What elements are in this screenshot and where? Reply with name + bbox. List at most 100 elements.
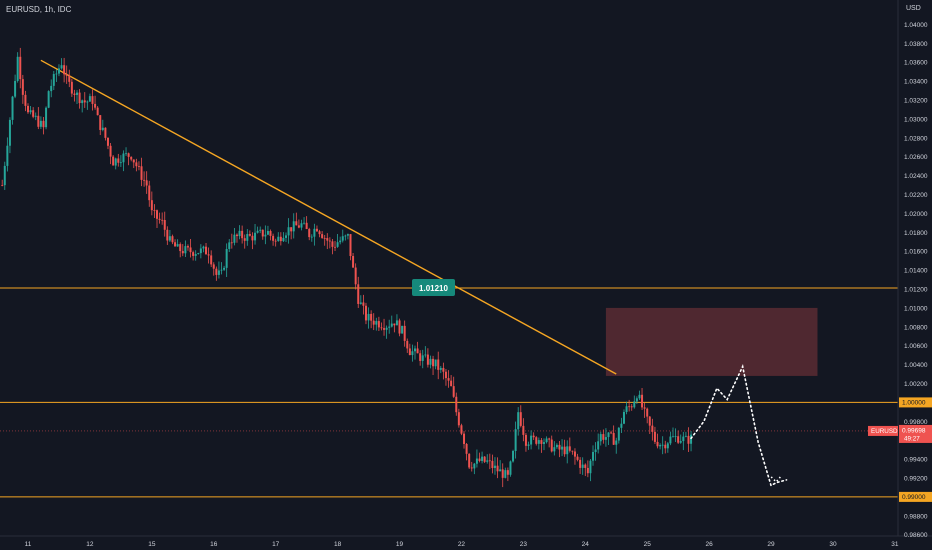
candle-bullish	[473, 463, 476, 469]
candle-bearish	[73, 93, 76, 95]
candle-bullish	[388, 326, 391, 328]
candle-bullish	[499, 469, 502, 472]
candle-bearish	[171, 236, 174, 243]
candle-bearish	[398, 320, 401, 334]
candle-bearish	[269, 231, 272, 236]
candle-bearish	[403, 325, 406, 341]
candle-bullish	[223, 267, 226, 270]
candle-bullish	[635, 398, 638, 402]
candle-bearish	[150, 200, 153, 211]
candle-bullish	[589, 460, 592, 474]
candle-bullish	[509, 461, 512, 475]
candle-bearish	[641, 394, 644, 408]
candle-bullish	[545, 438, 548, 443]
candle-bearish	[457, 412, 460, 426]
candle-bearish	[156, 210, 158, 219]
price-tick-label: 1.01800	[904, 230, 928, 237]
trendline[interactable]	[40, 59, 617, 375]
candle-bullish	[424, 354, 427, 356]
candle-bullish	[282, 237, 285, 242]
time-tick-label: 24	[582, 541, 590, 548]
candle-bearish	[70, 81, 73, 94]
candle-bullish	[225, 248, 228, 268]
candle-bearish	[478, 458, 481, 461]
candle-bullish	[669, 436, 672, 444]
candle-bullish	[194, 254, 197, 256]
candle-bullish	[217, 270, 220, 275]
candle-bearish	[612, 432, 615, 445]
candle-bullish	[517, 412, 520, 430]
candle-bearish	[161, 219, 164, 221]
candle-bullish	[310, 236, 313, 238]
candle-bearish	[648, 416, 651, 426]
candle-bullish	[6, 145, 9, 166]
current-price-value: 0.99698	[902, 428, 926, 435]
level-price-tag-text: 1.00000	[902, 400, 926, 407]
candle-bearish	[535, 437, 538, 444]
candle-bearish	[104, 127, 107, 138]
symbol-tag-text: EURUSD	[871, 428, 898, 435]
candle-bearish	[548, 438, 551, 440]
candle-bullish	[359, 302, 362, 304]
candle-bearish	[24, 94, 27, 106]
candle-bearish	[163, 220, 166, 230]
candle-bearish	[550, 439, 553, 452]
candle-bullish	[553, 447, 556, 452]
candle-bearish	[261, 229, 264, 237]
time-tick-label: 22	[458, 541, 466, 548]
candle-bullish	[684, 435, 687, 437]
candle-bearish	[437, 359, 440, 370]
candle-bullish	[594, 449, 597, 453]
candle-bullish	[238, 230, 241, 237]
candle-bullish	[638, 394, 641, 399]
candle-bullish	[266, 231, 269, 235]
candle-bullish	[76, 92, 79, 95]
candle-bearish	[210, 255, 213, 265]
candle-bearish	[568, 446, 571, 451]
candle-bearish	[207, 254, 210, 256]
candle-bearish	[135, 162, 138, 167]
candle-bullish	[543, 442, 545, 444]
candle-bearish	[602, 434, 605, 440]
candle-bearish	[519, 412, 522, 426]
candle-bullish	[45, 107, 48, 128]
price-callout[interactable]	[412, 279, 455, 297]
time-tick-label: 30	[829, 541, 837, 548]
candle-bearish	[189, 247, 192, 253]
candle-bearish	[651, 425, 654, 432]
candle-bearish	[99, 115, 102, 130]
candle-bullish	[16, 56, 19, 81]
projection-path	[690, 363, 788, 487]
price-tick-label: 1.01000	[904, 305, 928, 312]
candle-bearish	[153, 210, 156, 211]
price-tick-label: 1.01400	[904, 268, 928, 275]
price-tick-label: 1.00200	[904, 381, 928, 388]
candle-bearish	[468, 453, 471, 468]
candle-bearish	[416, 348, 419, 354]
candle-bearish	[305, 222, 308, 229]
current-price-tag	[899, 424, 932, 443]
candle-bearish	[112, 156, 115, 166]
candle-bullish	[439, 367, 442, 370]
candle-bullish	[434, 359, 437, 367]
candle-bullish	[504, 470, 507, 478]
candle-bearish	[243, 238, 246, 241]
time-tick-label: 29	[767, 541, 775, 548]
candle-bearish	[205, 246, 208, 255]
candle-bullish	[52, 74, 55, 86]
candle-bullish	[277, 236, 280, 241]
candle-bearish	[117, 158, 120, 163]
candle-bearish	[563, 446, 566, 455]
candle-bullish	[367, 313, 370, 321]
candle-bullish	[385, 327, 388, 330]
candle-bullish	[537, 440, 540, 444]
candle-bearish	[643, 407, 646, 409]
candle-bearish	[96, 107, 99, 116]
candle-bullish	[561, 446, 564, 450]
candle-bullish	[303, 222, 306, 224]
candle-bearish	[432, 358, 435, 367]
candle-bullish	[60, 65, 63, 69]
candle-bullish	[481, 456, 484, 461]
